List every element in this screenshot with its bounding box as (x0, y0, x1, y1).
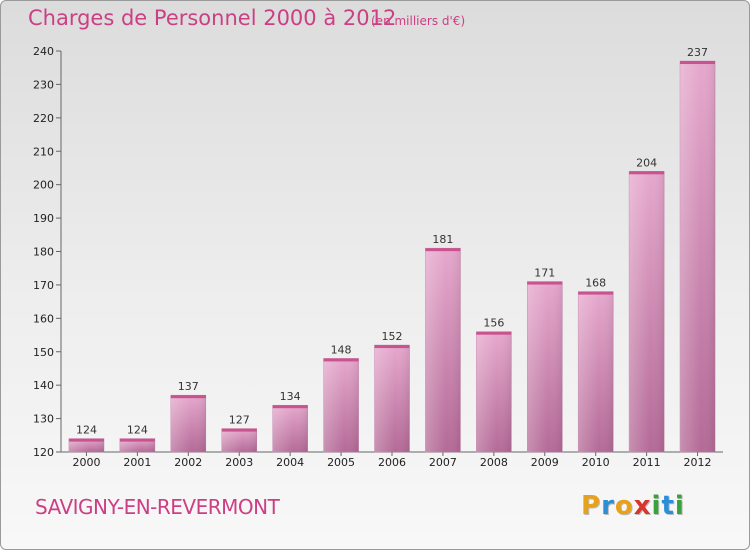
bar-shine (578, 291, 614, 452)
bar-chart: 120 130 140 150 160 170 180 190 200 210 220 230 240 2… (33, 45, 723, 469)
bar-top-edge (578, 291, 614, 295)
y-tick-label: 240 (33, 45, 54, 58)
x-tick-label-2004: 2004 (276, 456, 304, 469)
x-tick-label-2011: 2011 (633, 456, 661, 469)
data-label-2010: 168 (585, 277, 606, 290)
y-tick-label: 160 (33, 312, 54, 325)
logo-letter: x (633, 491, 652, 521)
data-label-2003: 127 (229, 414, 250, 427)
data-label-2002: 137 (178, 380, 199, 393)
logo-letter: i (651, 491, 662, 521)
data-label-2005: 148 (331, 343, 352, 356)
data-label-2011: 204 (636, 156, 657, 169)
bar-shine (680, 61, 716, 453)
y-tick-label: 170 (33, 279, 54, 292)
bar-shine (476, 331, 512, 452)
bar-shine (68, 438, 104, 452)
y-tick-label: 150 (33, 346, 54, 359)
y-tick-label: 180 (33, 246, 54, 259)
logo-letter: o (614, 491, 634, 521)
bar-top-edge (680, 61, 716, 65)
x-tick-label-2007: 2007 (429, 456, 457, 469)
data-label-2001: 124 (127, 424, 148, 437)
logo-letter: i (674, 491, 685, 521)
data-label-2000: 124 (76, 424, 97, 437)
data-label-2006: 152 (382, 330, 403, 343)
bar-top-edge (221, 428, 257, 432)
data-label-2007: 181 (432, 233, 453, 246)
data-label-2012: 237 (687, 46, 708, 59)
x-tick-label-2000: 2000 (72, 456, 100, 469)
bar-shine (425, 248, 461, 452)
commune-name: SAVIGNY-EN-REVERMONT (35, 495, 280, 519)
data-label-2009: 171 (534, 267, 555, 280)
data-label-2004: 134 (280, 390, 301, 403)
x-tick-label-2006: 2006 (378, 456, 406, 469)
y-tick-label: 130 (33, 413, 54, 426)
x-tick-label-2001: 2001 (123, 456, 151, 469)
bar-top-edge (170, 395, 206, 399)
bar-top-edge (476, 331, 512, 335)
proxiti-logo: Proxiti (581, 491, 685, 521)
chart-title: Charges de Personnel 2000 à 2012 (28, 6, 397, 30)
data-label-2008: 156 (483, 317, 504, 330)
x-tick-label-2002: 2002 (174, 456, 202, 469)
chart-subtitle: (en milliers d'€) (371, 14, 466, 28)
x-tick-label-2003: 2003 (225, 456, 253, 469)
bar-top-edge (374, 345, 410, 349)
y-tick-label: 210 (33, 145, 54, 158)
y-tick-label: 140 (33, 379, 54, 392)
bar-top-edge (527, 281, 563, 285)
x-tick-label-2009: 2009 (531, 456, 559, 469)
y-tick-label: 220 (33, 112, 54, 125)
chart-axes: 120 130 140 150 160 170 180 190 200 210 220 230 240 2… (33, 45, 723, 469)
bar-top-edge (629, 171, 665, 175)
logo-letter: r (601, 491, 615, 521)
y-tick-label: 190 (33, 212, 54, 225)
logo-letter: P (581, 491, 602, 521)
logo-letter: t (661, 491, 675, 521)
x-tick-label-2010: 2010 (582, 456, 610, 469)
bar-shine (119, 438, 155, 452)
bar-shine (629, 171, 665, 453)
bar-shine (272, 405, 308, 452)
bar-shine (221, 428, 257, 452)
bar-shine (374, 345, 410, 452)
bar-top-edge (68, 438, 104, 442)
x-tick-label-2012: 2012 (684, 456, 712, 469)
chart-bars: 124 124 137 127 134 148 152 181 156 171 168 204 237 (68, 46, 716, 453)
bar-shine (323, 358, 359, 452)
x-tick-label-2005: 2005 (327, 456, 355, 469)
y-tick-label: 230 (33, 78, 54, 91)
bar-shine (170, 395, 206, 452)
y-tick-label: 120 (33, 446, 54, 459)
bar-top-edge (272, 405, 308, 409)
bar-top-edge (323, 358, 359, 362)
x-tick-label-2008: 2008 (480, 456, 508, 469)
bar-top-edge (425, 248, 461, 252)
bar-top-edge (119, 438, 155, 442)
bar-shine (527, 281, 563, 452)
y-tick-label: 200 (33, 179, 54, 192)
